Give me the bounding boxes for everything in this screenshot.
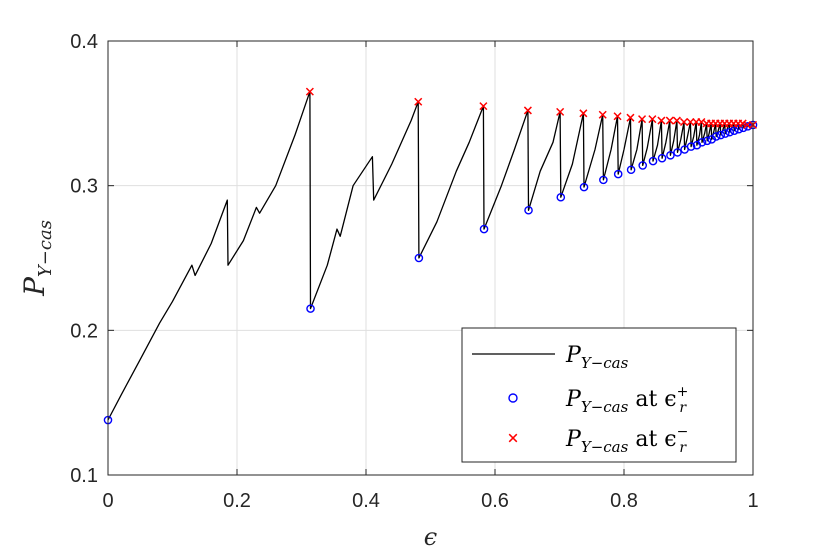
marker-circle-eps-plus	[666, 150, 675, 160]
legend-label-sup: +	[677, 384, 689, 400]
legend-label-sub: Y−cas	[581, 398, 629, 416]
legend-label: PY−cas at ϵ− r	[565, 424, 688, 456]
y-axis-label-sub: Y−cas	[35, 220, 56, 277]
marker-cross-eps-minus	[613, 112, 622, 121]
y-tick-label: 0.1	[70, 465, 98, 487]
marker-cross-eps-minus	[648, 115, 657, 124]
legend-label-r: r	[679, 400, 687, 416]
marker-cross-eps-minus	[672, 116, 681, 125]
marker-circle-eps-plus	[306, 304, 315, 313]
marker-cross-eps-minus	[679, 117, 689, 127]
marker-cross-eps-minus	[657, 116, 666, 125]
marker-circle-eps-plus	[729, 126, 739, 135]
x-tick-label: 0.8	[610, 490, 638, 512]
legend-label-tail: at ϵ	[628, 387, 676, 412]
marker-circle-eps-plus	[613, 169, 623, 179]
axes-box	[107, 40, 754, 476]
y-tick-label: 0.2	[70, 320, 98, 342]
marker-circle-eps-plus	[599, 175, 608, 185]
legend-label-main: P	[565, 387, 582, 412]
marker-circle-eps-plus	[725, 127, 735, 137]
marker-circle-eps-plus	[524, 205, 533, 215]
marker-circle-eps-plus	[716, 130, 726, 140]
legend-label-sup: −	[677, 424, 689, 440]
x-tick-label: 1	[747, 490, 758, 512]
marker-cross-eps-minus	[556, 107, 565, 116]
y-tick-label: 0.4	[70, 31, 98, 53]
x-tick-label: 0	[102, 490, 113, 512]
marker-cross-eps-minus	[738, 119, 747, 128]
marker-circle-eps-plus	[626, 165, 636, 175]
marker-circle-eps-plus	[556, 192, 566, 202]
legend-cross-swatch	[508, 433, 518, 443]
marker-cross-eps-minus	[665, 116, 674, 125]
x-tick-label: 0.4	[352, 490, 380, 512]
marker-circle-eps-plus	[711, 132, 721, 141]
marker-cross-eps-minus	[305, 87, 314, 96]
marker-cross-eps-minus	[479, 102, 488, 111]
marker-circle-eps-plus	[734, 124, 744, 134]
marker-cross-eps-minus	[598, 110, 607, 119]
marker-cross-eps-minus	[638, 115, 647, 124]
marker-cross-eps-minus	[743, 120, 752, 129]
marker-circle-eps-plus	[702, 136, 712, 146]
legend-label-main: P	[565, 343, 582, 368]
series-line-p-y-cas	[107, 90, 753, 421]
marker-circle-eps-plus	[479, 224, 489, 234]
legend-box	[461, 327, 737, 463]
marker-circle-eps-plus	[720, 129, 730, 138]
legend-label-sub: Y−cas	[581, 354, 629, 372]
x-tick-label: 0.6	[481, 490, 509, 512]
legend-label-main: P	[565, 427, 582, 452]
marker-circle-eps-plus	[686, 142, 696, 151]
marker-circle-eps-plus	[648, 156, 658, 166]
marker-circle-eps-plus	[657, 153, 667, 163]
marker-circle-eps-plus	[638, 161, 648, 170]
marker-cross-eps-minus	[523, 106, 532, 115]
marker-cross-eps-minus	[579, 109, 588, 118]
legend-label-sub: Y−cas	[581, 438, 629, 456]
y-tick-label: 0.3	[70, 176, 98, 198]
marker-circle-eps-plus	[579, 182, 589, 192]
legend-label: PY−cas at ϵ+ r	[565, 384, 688, 416]
x-tick-label: 0.2	[223, 490, 251, 512]
x-axis-label: ϵ	[424, 523, 437, 551]
marker-circle-eps-plus	[697, 137, 707, 147]
marker-cross-eps-minus	[414, 97, 423, 106]
marker-cross-eps-minus	[626, 113, 635, 122]
legend-label: PY−cas	[565, 343, 629, 372]
marker-cross-eps-minus	[686, 117, 695, 127]
legend-label-r: r	[679, 440, 687, 456]
legend-label-tail: at ϵ	[628, 427, 676, 452]
legend-circle-swatch	[508, 393, 518, 403]
marker-circle-eps-plus	[414, 253, 424, 263]
y-axis-label: PY−cas	[18, 220, 56, 297]
y-axis-label-main: P	[18, 276, 51, 297]
marker-circle-eps-plus	[673, 148, 682, 157]
